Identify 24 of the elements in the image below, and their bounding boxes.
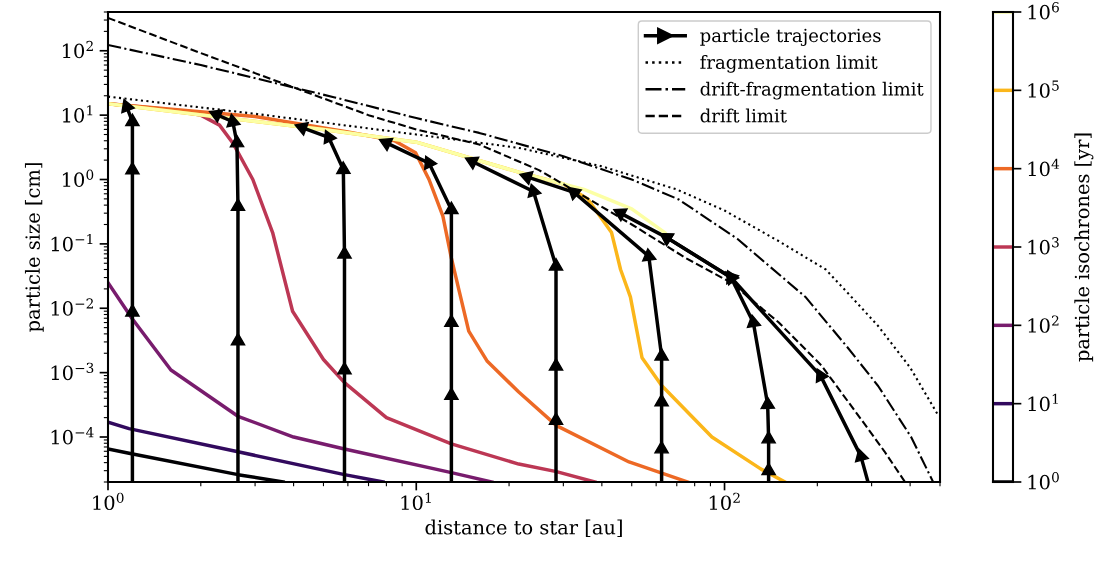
y-tick-label: 10$^{0}$ (62, 169, 94, 188)
y-tick-label: 10$^{−4}$ (51, 427, 94, 445)
y-tick-label: 10$^{2}$ (62, 40, 93, 59)
x-tick-label: 10$^{0}$ (93, 492, 124, 511)
legend-label: 10$^{5}$ (1028, 80, 1059, 98)
legend-label: 10$^{1}$ (1028, 393, 1058, 412)
legend-label: 10$^{2}$ (1028, 315, 1059, 333)
y-tick-label: 10$^{−2}$ (51, 298, 93, 316)
color-bar-title: particle isochrones [yr] (1074, 133, 1094, 362)
x-tick-label: 10$^{1}$ (401, 492, 431, 511)
legend-label: fragmentation limit (700, 55, 878, 73)
legend-label: 10$^{0}$ (1028, 472, 1059, 490)
y-tick-label: 10$^{−3}$ (51, 362, 94, 381)
y-axis-title: particle size [cm] (24, 163, 44, 332)
x-axis-title: distance to star [au] (425, 519, 622, 537)
legend-label: 10$^{3}$ (1028, 237, 1059, 255)
legend-label: particle trajectories (700, 28, 881, 46)
legend-label: drift-fragmentation limit (700, 81, 924, 100)
legend-label: drift limit (700, 108, 787, 123)
y-tick-label: 10$^{1}$ (62, 105, 93, 123)
y-tick-label: 10$^{−1}$ (51, 233, 93, 252)
legend-label: 10$^{6}$ (1028, 2, 1059, 20)
x-tick-label: 10$^{2}$ (709, 492, 740, 511)
legend-label: 10$^{4}$ (1028, 158, 1060, 177)
